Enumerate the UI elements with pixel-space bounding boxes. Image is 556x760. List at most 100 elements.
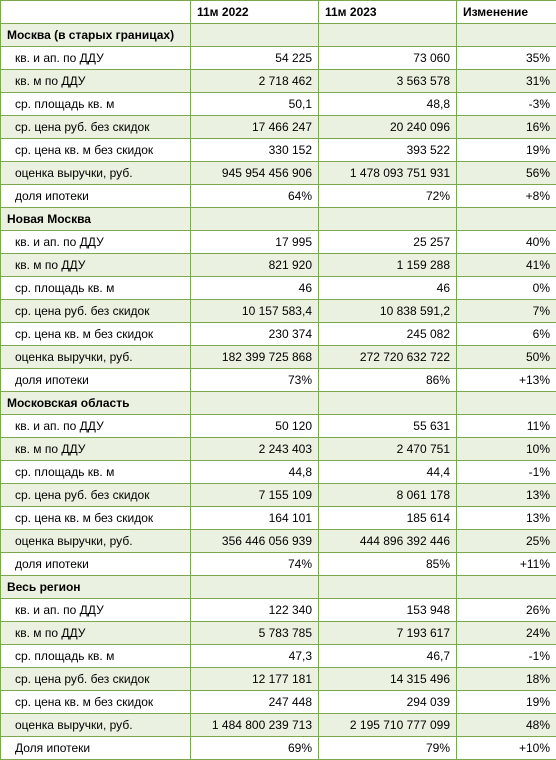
row-label: ср. цена руб. без скидок [1, 116, 191, 139]
table-row: ср. цена кв. м без скидок230 374245 0826… [1, 323, 556, 346]
cell-2023: 444 896 392 446 [319, 530, 457, 553]
row-label: оценка выручки, руб. [1, 714, 191, 737]
cell-2023: 85% [319, 553, 457, 576]
cell-change: 13% [457, 507, 556, 530]
table-row: оценка выручки, руб.182 399 725 868272 7… [1, 346, 556, 369]
table-row: ср. цена кв. м без скидок164 101185 6141… [1, 507, 556, 530]
cell-change: 48% [457, 714, 556, 737]
cell-change: 11% [457, 415, 556, 438]
cell-2022: 17 466 247 [191, 116, 319, 139]
cell-2022: 46 [191, 277, 319, 300]
row-label: кв. и ап. по ДДУ [1, 599, 191, 622]
cell-2023: 7 193 617 [319, 622, 457, 645]
table-row: ср. цена кв. м без скидок247 448294 0391… [1, 691, 556, 714]
cell-change: 16% [457, 116, 556, 139]
row-label: кв. и ап. по ДДУ [1, 47, 191, 70]
row-label: ср. площадь кв. м [1, 277, 191, 300]
cell-change: +8% [457, 185, 556, 208]
section-empty [319, 576, 457, 599]
section-empty [191, 24, 319, 47]
cell-2023: 294 039 [319, 691, 457, 714]
table-row: доля ипотеки64%72%+8% [1, 185, 556, 208]
cell-2023: 10 838 591,2 [319, 300, 457, 323]
cell-2023: 46,7 [319, 645, 457, 668]
cell-2023: 25 257 [319, 231, 457, 254]
row-label: кв. м по ДДУ [1, 254, 191, 277]
cell-2022: 12 177 181 [191, 668, 319, 691]
cell-change: +11% [457, 553, 556, 576]
table-row: кв. и ап. по ДДУ17 99525 25740% [1, 231, 556, 254]
row-label: ср. площадь кв. м [1, 645, 191, 668]
table-row: оценка выручки, руб.945 954 456 9061 478… [1, 162, 556, 185]
cell-2022: 10 157 583,4 [191, 300, 319, 323]
cell-change: 31% [457, 70, 556, 93]
table-row: кв. м по ДДУ2 718 4623 563 57831% [1, 70, 556, 93]
cell-change: 0% [457, 277, 556, 300]
cell-2022: 5 783 785 [191, 622, 319, 645]
cell-2022: 247 448 [191, 691, 319, 714]
table-row: ср. площадь кв. м44,844,4-1% [1, 461, 556, 484]
cell-2022: 122 340 [191, 599, 319, 622]
cell-2023: 272 720 632 722 [319, 346, 457, 369]
row-label: ср. цена кв. м без скидок [1, 507, 191, 530]
section-header: Новая Москва [1, 208, 556, 231]
section-empty [191, 392, 319, 415]
table-row: ср. площадь кв. м46460% [1, 277, 556, 300]
cell-change: -3% [457, 93, 556, 116]
cell-change: 19% [457, 139, 556, 162]
section-empty [191, 208, 319, 231]
cell-2023: 393 522 [319, 139, 457, 162]
cell-change: 40% [457, 231, 556, 254]
row-label: ср. цена руб. без скидок [1, 668, 191, 691]
row-label: кв. м по ДДУ [1, 438, 191, 461]
cell-2023: 1 159 288 [319, 254, 457, 277]
row-label: Доля ипотеки [1, 737, 191, 760]
cell-2022: 17 995 [191, 231, 319, 254]
cell-2023: 46 [319, 277, 457, 300]
table-row: кв. м по ДДУ821 9201 159 28841% [1, 254, 556, 277]
row-label: доля ипотеки [1, 185, 191, 208]
row-label: кв. и ап. по ДДУ [1, 415, 191, 438]
table-row: ср. цена руб. без скидок17 466 24720 240… [1, 116, 556, 139]
cell-2022: 330 152 [191, 139, 319, 162]
cell-2023: 2 470 751 [319, 438, 457, 461]
row-label: ср. цена руб. без скидок [1, 300, 191, 323]
cell-2022: 2 718 462 [191, 70, 319, 93]
cell-change: 6% [457, 323, 556, 346]
section-title: Москва (в старых границах) [1, 24, 191, 47]
section-empty [457, 208, 556, 231]
table-row: ср. цена руб. без скидок10 157 583,410 8… [1, 300, 556, 323]
cell-2022: 47,3 [191, 645, 319, 668]
table-row: кв. и ап. по ДДУ122 340153 94826% [1, 599, 556, 622]
cell-2022: 50 120 [191, 415, 319, 438]
table-row: ср. цена руб. без скидок7 155 1098 061 1… [1, 484, 556, 507]
cell-2022: 54 225 [191, 47, 319, 70]
cell-change: 7% [457, 300, 556, 323]
cell-2022: 7 155 109 [191, 484, 319, 507]
section-empty [457, 24, 556, 47]
cell-change: 10% [457, 438, 556, 461]
cell-2022: 74% [191, 553, 319, 576]
cell-2022: 182 399 725 868 [191, 346, 319, 369]
cell-change: 18% [457, 668, 556, 691]
cell-2022: 821 920 [191, 254, 319, 277]
table-row: кв. и ап. по ДДУ54 22573 06035% [1, 47, 556, 70]
row-label: оценка выручки, руб. [1, 162, 191, 185]
cell-change: 19% [457, 691, 556, 714]
cell-2023: 2 195 710 777 099 [319, 714, 457, 737]
cell-2023: 73 060 [319, 47, 457, 70]
header-col-change: Изменение [457, 1, 556, 24]
cell-2022: 356 446 056 939 [191, 530, 319, 553]
cell-change: 50% [457, 346, 556, 369]
cell-change: -1% [457, 645, 556, 668]
cell-change: 56% [457, 162, 556, 185]
cell-2023: 44,4 [319, 461, 457, 484]
row-label: оценка выручки, руб. [1, 530, 191, 553]
row-label: ср. цена руб. без скидок [1, 484, 191, 507]
section-empty [319, 392, 457, 415]
header-col-2023: 11м 2023 [319, 1, 457, 24]
cell-2022: 2 243 403 [191, 438, 319, 461]
row-label: ср. цена кв. м без скидок [1, 139, 191, 162]
section-empty [457, 576, 556, 599]
cell-change: 13% [457, 484, 556, 507]
